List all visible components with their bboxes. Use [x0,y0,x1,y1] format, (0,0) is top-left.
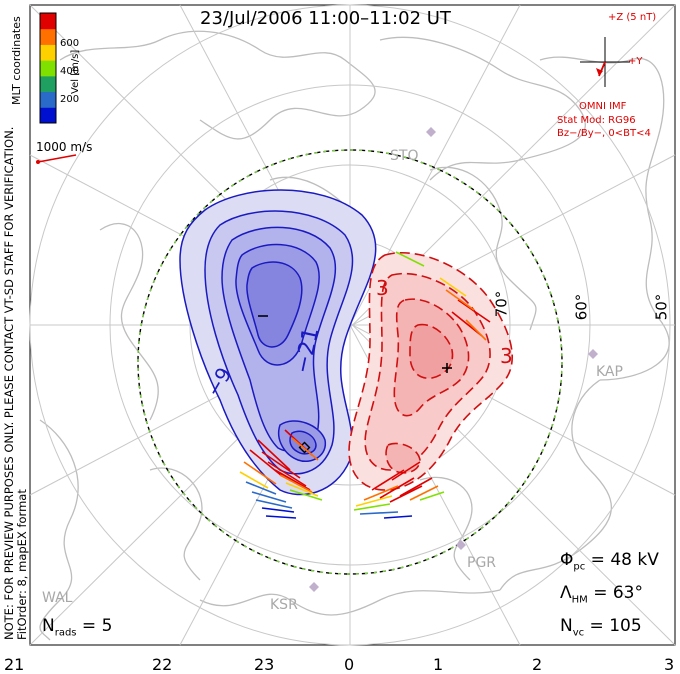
mlt-tick-21: 21 [4,655,25,674]
positive-potential-cell [348,251,513,491]
lat-label-70: 70° [492,290,511,318]
n-rads-value: 5 [101,616,113,636]
imf-y-label: +Y [628,56,643,67]
lat-label-60: 60° [572,293,591,321]
verification-note: NOTE: FOR PREVIEW PURPOSES ONLY. PLEASE … [2,127,29,640]
n-vc-value: 105 [609,616,642,636]
reference-vector-line [37,154,77,163]
colorbar-tick-400: 400 [60,66,80,77]
colorbar-segment [40,44,56,61]
station-kap: KAP [596,364,623,380]
imf-source: OMNI IMF [579,101,627,112]
station-ksr: KSR [270,597,298,613]
mlt-tick-23: 23 [254,655,275,674]
station-sto: STO [390,148,419,164]
contour-label-pos3-a: 3 [376,276,389,300]
colorbar-segment [40,28,56,45]
colorbar-segment [40,75,56,93]
imf-dial [580,37,630,87]
reference-vector-label: 1000 m/s [36,140,93,154]
reference-vector-dot [36,160,40,164]
n-vc-stat: Nvc = 105 [560,616,642,639]
fit-order-note: FitOrder: 8, mapEX format [15,489,29,640]
contour-label-pos3-b: 3 [500,344,513,368]
phi-pc-value: 48 kV [610,550,659,570]
phi-pc-stat: Φpc = 48 kV [560,550,659,573]
lat-label-50: 50° [652,293,671,321]
lambda-hm-value: 63° [612,583,643,603]
coastlines [39,30,670,641]
mlt-tick-0: 0 [344,655,355,674]
colorbar-segment [40,107,56,124]
mlt-tick-1: 1 [433,655,444,674]
mlt-tick-22: 22 [152,655,173,674]
coords-label: MLT coordinates [10,16,23,105]
imf-model: Stat Mod: RG96 [557,115,636,126]
station-markers [309,127,598,592]
velocity-vectors [239,251,491,519]
mlt-tick-3: 3 [664,655,675,674]
colorbar-segment [40,13,56,30]
station-wal: WAL [42,590,73,606]
imf-conditions: Bz−/By−, 0<BT<4 [557,128,651,139]
negative-potential-cell [179,189,377,496]
lambda-hm-stat: ΛHM = 63° [560,583,643,606]
max-marker [442,363,452,373]
hm-boundary-overlay [137,149,563,575]
mlt-tick-2: 2 [532,655,543,674]
map-title: 23/Jul/2006 11:00–11:02 UT [200,8,451,29]
colorbar-tick-200: 200 [60,94,80,105]
colorbar [39,12,57,124]
imf-z-label: +Z (5 nT) [608,12,657,23]
colorbar-segment [40,91,56,108]
station-pgr: PGR [467,555,497,571]
colorbar-segment [40,60,56,77]
n-rads-stat: Nrads = 5 [42,616,113,639]
colorbar-tick-600: 600 [60,38,80,49]
